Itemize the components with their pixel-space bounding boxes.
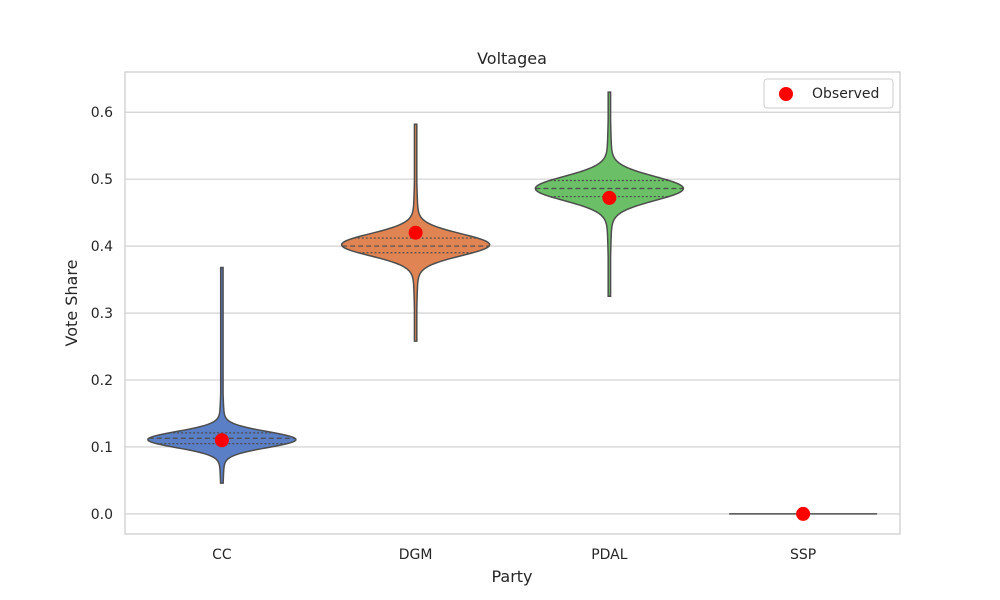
y-tick-label: 0.6: [91, 105, 113, 121]
plot-frame: [124, 71, 901, 535]
legend-box: [763, 78, 894, 109]
x-tick-label: CC: [212, 547, 232, 563]
chart-title: Voltagea: [477, 49, 547, 68]
observed-point-CC: [214, 433, 229, 448]
legend: Observed: [763, 78, 894, 109]
x-axis-label: Party: [491, 567, 532, 586]
violin-body: [147, 266, 297, 484]
x-tick-label: SSP: [790, 547, 816, 563]
observed-layer: [214, 190, 811, 521]
y-tick-label: 0.1: [91, 440, 113, 456]
y-tick-label: 0.0: [91, 507, 113, 523]
x-tick-label: DGM: [399, 547, 433, 563]
y-tick-label: 0.5: [91, 172, 113, 188]
y-tick-label: 0.2: [91, 373, 113, 389]
y-tick-labels: 0.0 0.1 0.2 0.3 0.4 0.5 0.6: [91, 105, 113, 523]
x-tick-label: PDAL: [591, 547, 628, 563]
y-tick-label: 0.3: [91, 306, 113, 322]
legend-observed-label: Observed: [812, 86, 879, 102]
x-tick-labels: CC DGM PDAL SSP: [212, 547, 816, 563]
legend-observed-marker: [779, 87, 793, 101]
observed-point-PDAL: [602, 190, 617, 205]
observed-point-SSP: [796, 506, 811, 521]
y-axis-label: Vote Share: [62, 260, 81, 347]
observed-point-DGM: [408, 225, 423, 240]
y-tick-label: 0.4: [91, 239, 113, 255]
